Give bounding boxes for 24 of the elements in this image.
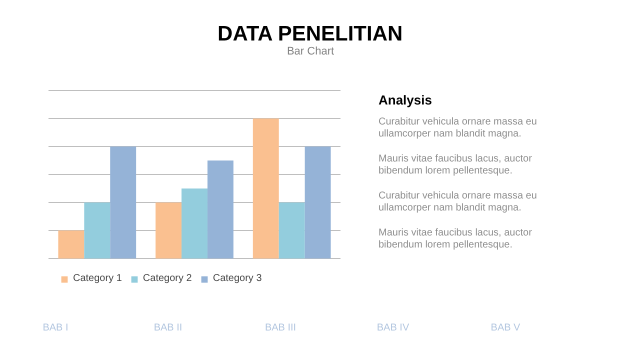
text: Analysis (378, 92, 432, 108)
text: BAB II (154, 322, 182, 334)
bar (156, 202, 182, 258)
text: Curabitur vehicula ornare massa eu ullamcorper nam blandit magna. (378, 190, 537, 214)
text: Mauris vitae faucibus lacus, auctor bibendum lorem pellentesque. (378, 228, 533, 250)
text: Mauris vitae faucibus lacus, auctor bibendum lorem pellentesque. (378, 154, 533, 176)
legend-label: Category 3 (212, 273, 262, 284)
bar (304, 146, 331, 258)
legend-label: Category 2 (142, 273, 192, 284)
bar (58, 230, 84, 258)
text: Curabitur vehicula ornare massa eu ullamcorper nam blandit magna. (378, 116, 537, 140)
bar (207, 160, 234, 258)
chart-subtitle: Bar Chart (286, 46, 334, 58)
bar (252, 118, 279, 258)
bar (182, 188, 208, 258)
bar (110, 146, 136, 258)
text: BAB V (490, 322, 521, 334)
text: BAB I (42, 322, 68, 334)
text: BAB IV (376, 322, 410, 334)
bar (84, 202, 110, 258)
legend-label: Category 1 (73, 273, 122, 284)
text: BAB III (264, 322, 296, 334)
chart-title: DATA PENELITIAN (218, 22, 403, 46)
bar (278, 202, 305, 258)
